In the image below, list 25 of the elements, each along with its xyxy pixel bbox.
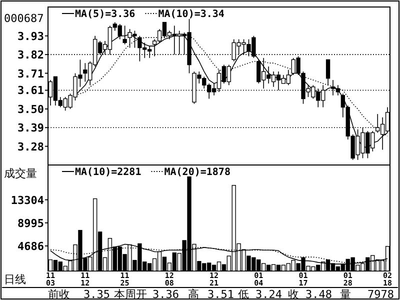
text: 3.24 xyxy=(256,288,282,300)
y-tick-label: 3.93 xyxy=(18,30,44,43)
legend-label: MA(10)=3.34 xyxy=(158,9,224,20)
y-tick-label: 3.50 xyxy=(18,102,44,116)
text: 3.35 xyxy=(84,288,110,300)
text: 3.51 xyxy=(208,288,234,300)
y-tick-label: 4686 xyxy=(18,240,44,253)
text: 3.36 xyxy=(152,288,179,300)
text: 7978 xyxy=(368,288,394,300)
text: 3.48 xyxy=(306,288,332,300)
candlestick xyxy=(326,59,330,86)
legend-label: MA(10)=2281 xyxy=(75,167,142,178)
y-tick-label: 3.61 xyxy=(18,84,44,98)
y-tick-label: 3.71 xyxy=(18,67,44,80)
text: 000687 xyxy=(4,12,44,25)
text: 量 xyxy=(340,288,351,300)
y-tick-label: 3.82 xyxy=(18,48,44,62)
text: 日线 xyxy=(4,273,26,286)
y-tick-label: 3.39 xyxy=(18,122,44,135)
y-tick-label: 3.28 xyxy=(18,140,44,154)
y-tick-label: 8995 xyxy=(18,216,44,230)
y-tick-label: 13304 xyxy=(10,194,44,207)
legend-label: MA(5)=3.36 xyxy=(75,9,136,20)
chart-title: 成交量 xyxy=(4,167,37,180)
legend-label: MA(20)=1878 xyxy=(164,167,230,178)
